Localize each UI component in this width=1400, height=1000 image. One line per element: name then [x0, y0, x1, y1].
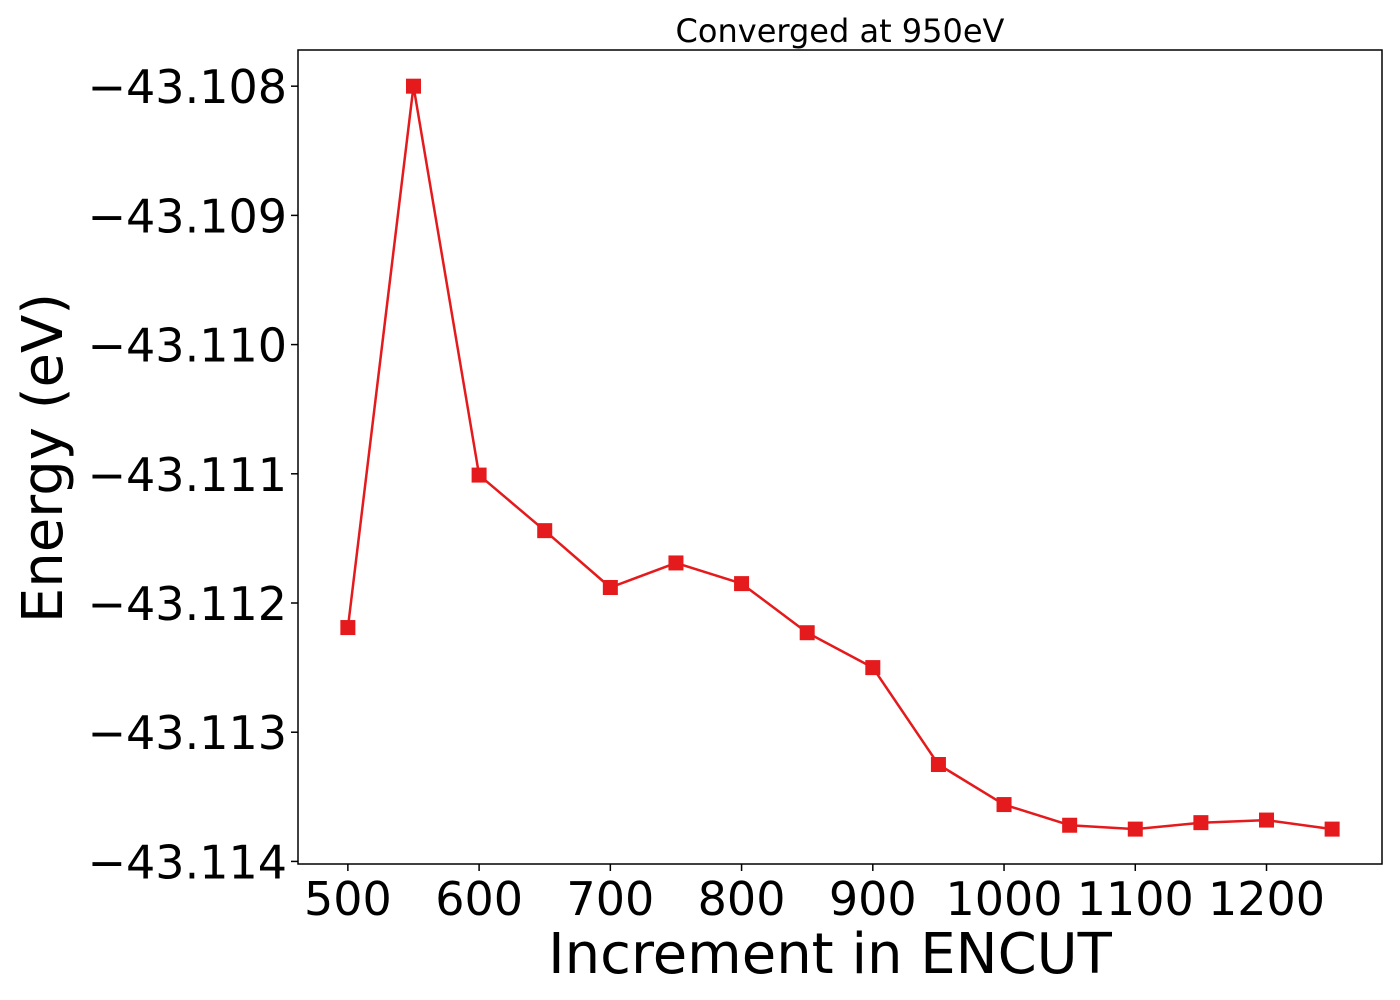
data-point-950 [930, 757, 946, 773]
data-point-500 [340, 620, 356, 636]
data-point-1100 [1127, 821, 1143, 837]
y-tick-label: −43.111 [88, 448, 288, 502]
plot-area [340, 78, 1340, 837]
data-point-1200 [1259, 812, 1275, 828]
y-tick-label: −43.112 [88, 577, 288, 631]
data-point-700 [602, 579, 618, 595]
y-tick-label: −43.114 [88, 835, 288, 889]
x-tick-label: 800 [698, 872, 786, 926]
data-point-600 [471, 467, 487, 483]
data-point-800 [734, 576, 750, 592]
y-tick-label: −43.113 [88, 706, 288, 760]
data-point-900 [865, 660, 881, 676]
x-axis-label: Increment in ENCUT [548, 922, 1113, 987]
plot-frame [297, 49, 1383, 865]
data-point-1150 [1193, 815, 1209, 831]
x-tick-label: 900 [829, 872, 917, 926]
series-line [346, 84, 1333, 831]
y-tick-label: −43.110 [88, 319, 288, 373]
data-point-650 [537, 523, 553, 539]
data-point-1000 [996, 797, 1012, 813]
data-point-850 [799, 625, 815, 641]
y-tick-label: −43.109 [88, 189, 288, 243]
data-point-750 [668, 555, 684, 571]
x-tick-label: 1200 [1208, 872, 1325, 926]
x-axis: 500 600 700 800 900 1000 1100 1200 [304, 864, 1325, 926]
data-point-550 [405, 78, 421, 94]
x-tick-label: 600 [435, 872, 523, 926]
x-tick-label: 700 [566, 872, 654, 926]
x-tick-label: 1100 [1077, 872, 1194, 926]
x-tick-label: 1000 [946, 872, 1063, 926]
data-point-1050 [1062, 817, 1078, 833]
y-axis-label: Energy (eV) [11, 293, 76, 623]
y-axis: −43.108 −43.109 −43.110 −43.111 −43.112 −43.1… [88, 60, 298, 889]
data-point-1250 [1324, 821, 1340, 837]
y-tick-label: −43.108 [88, 60, 288, 114]
chart-title: Converged at 950eV [676, 12, 1005, 50]
x-tick-label: 500 [304, 872, 392, 926]
